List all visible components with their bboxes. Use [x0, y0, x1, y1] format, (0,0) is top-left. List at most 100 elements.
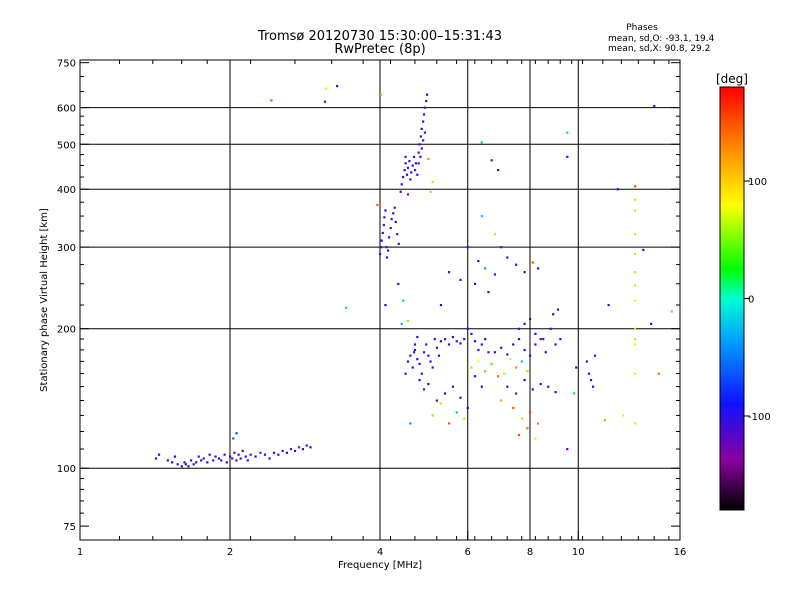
data-point — [406, 166, 410, 169]
data-point — [451, 335, 455, 339]
data-point — [254, 455, 257, 458]
data-point — [480, 343, 483, 346]
data-point — [431, 366, 434, 369]
data-point — [443, 338, 447, 341]
y-tick-label: 100 — [57, 464, 76, 475]
data-point — [496, 169, 500, 172]
data-point — [554, 391, 557, 394]
data-point — [534, 332, 537, 335]
data-point — [529, 317, 532, 321]
x-tick-label: 10 — [572, 547, 585, 558]
data-point — [455, 340, 458, 343]
data-point — [422, 120, 425, 123]
data-point — [406, 319, 410, 323]
data-point — [171, 461, 174, 464]
data-point — [566, 448, 569, 451]
x-tick-label: 2 — [227, 547, 233, 558]
data-point — [439, 340, 443, 343]
data-point — [473, 340, 477, 343]
data-point — [394, 220, 397, 224]
colorbar — [719, 86, 745, 511]
data-point — [402, 299, 405, 302]
data-point — [466, 406, 469, 410]
data-point — [237, 453, 240, 456]
data-point — [526, 427, 529, 430]
data-point — [529, 354, 532, 357]
data-point — [272, 451, 276, 454]
data-point — [305, 444, 308, 447]
data-point — [529, 411, 532, 414]
data-point — [380, 239, 383, 242]
data-point — [390, 217, 393, 221]
data-point — [180, 465, 183, 468]
data-point — [517, 338, 521, 341]
data-point — [542, 338, 545, 341]
x-axis-label: Frequency [MHz] — [338, 560, 422, 571]
data-point — [634, 284, 637, 287]
data-point — [293, 449, 297, 453]
data-point — [466, 327, 469, 330]
data-point — [416, 335, 419, 339]
data-point — [173, 455, 177, 458]
data-point — [154, 457, 158, 460]
data-point — [244, 455, 247, 458]
data-point — [484, 267, 487, 270]
data-point — [484, 370, 487, 373]
data-point — [380, 246, 383, 249]
data-point — [422, 388, 426, 391]
data-point — [642, 248, 645, 251]
data-point — [419, 135, 423, 138]
y-tick-label: 300 — [57, 243, 76, 254]
data-point — [184, 463, 187, 466]
data-point — [487, 291, 490, 294]
data-point — [480, 215, 483, 218]
data-point — [490, 362, 493, 365]
data-point — [622, 414, 625, 417]
data-points — [154, 84, 673, 468]
data-point — [500, 399, 503, 402]
data-point — [404, 162, 407, 165]
data-point — [166, 459, 169, 462]
data-point — [249, 453, 252, 456]
data-point — [212, 459, 215, 462]
y-tick-label: 400 — [57, 185, 76, 196]
data-point — [396, 233, 399, 236]
data-point — [429, 360, 432, 363]
data-point — [263, 453, 267, 456]
data-point — [268, 457, 271, 460]
data-point — [670, 310, 673, 313]
data-point — [406, 193, 410, 196]
colorbar-tick-label: 0 — [748, 295, 754, 306]
data-point — [345, 306, 348, 309]
data-point — [459, 278, 462, 282]
data-point — [607, 303, 610, 307]
data-point — [325, 87, 328, 90]
data-point — [484, 338, 487, 341]
data-point — [176, 463, 179, 466]
data-point — [399, 190, 402, 193]
y-tick-label: 750 — [57, 59, 76, 70]
data-point — [423, 106, 426, 109]
data-point — [233, 451, 236, 454]
data-point — [634, 338, 637, 341]
data-point — [411, 164, 414, 167]
data-point — [285, 451, 288, 454]
data-point — [589, 379, 593, 382]
data-point — [404, 372, 407, 375]
data-point — [591, 385, 595, 388]
data-point — [539, 338, 542, 341]
data-point — [225, 461, 228, 464]
data-point — [587, 372, 591, 375]
data-point — [235, 459, 238, 462]
data-point — [603, 419, 606, 422]
data-point — [384, 209, 387, 212]
data-point — [433, 338, 436, 341]
data-point — [437, 354, 441, 357]
data-point — [195, 461, 198, 464]
y-axis-label: Stationary phase Virtual Height [km] — [39, 208, 50, 392]
data-point — [544, 351, 547, 354]
data-point — [575, 366, 578, 369]
data-point — [634, 372, 637, 375]
data-point — [235, 432, 238, 435]
